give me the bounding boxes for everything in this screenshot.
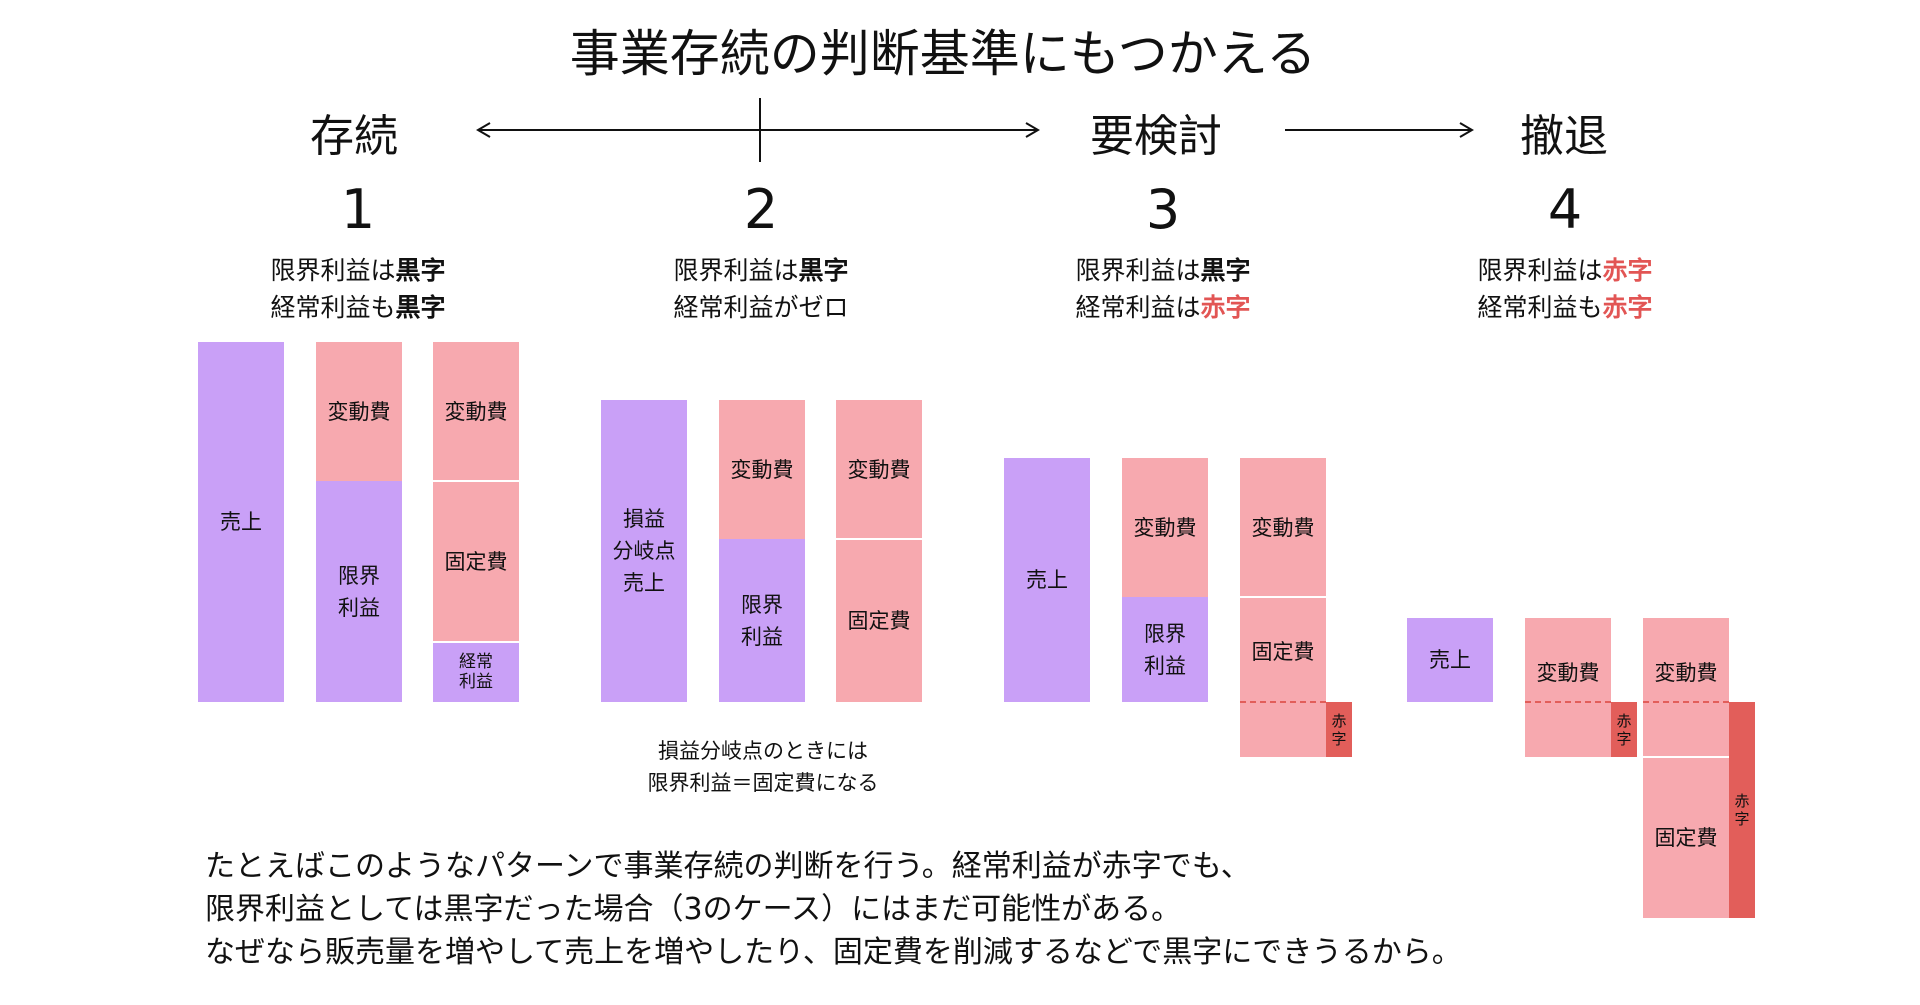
page-title: 事業存続の判断基準にもつかえる: [569, 25, 1317, 83]
case-condition-3: 限界利益は黒字 経常利益は赤字: [1075, 256, 1251, 322]
case-number-1: 1: [340, 178, 376, 241]
case3-variable-cost-block-2: 変動費: [1240, 458, 1326, 597]
case4-fixed-cost-block: 固定費: [1643, 757, 1729, 918]
case-condition-1: 限界利益は黒字 経常利益も黒字: [270, 256, 446, 322]
footer-line-3: なぜなら販売量を増やして売上を増やしたり、固定費を削減するなどで黒字にできうるか…: [205, 935, 1462, 970]
case-condition-2: 限界利益は黒字 経常利益がゼロ: [673, 256, 849, 322]
case-condition-4: 限界利益は赤字 経常利益も赤字: [1477, 256, 1653, 322]
footer-explanation: たとえばこのようなパターンで事業存続の判断を行う。経常利益が赤字でも、 限界利益…: [205, 845, 1705, 974]
case2-marginal-profit-block: 限界 利益: [719, 539, 805, 702]
case1-sales-block: 売上: [198, 342, 284, 702]
case2-fixed-cost-block: 固定費: [836, 539, 922, 702]
case3-divider: [1240, 596, 1326, 598]
case1-ordinary-profit-block: 経常 利益: [433, 642, 519, 702]
case2-bep-sales-block: 損益 分岐点 売上: [601, 400, 687, 702]
case4-marginal-loss-block: 赤字: [1611, 702, 1637, 757]
case2-note: 損益分岐点のときには 限界利益＝固定費になる: [647, 739, 879, 795]
case4-variable-cost-block: 変動費: [1525, 618, 1611, 757]
case4-variable-cost-block-2: 変動費: [1643, 618, 1729, 757]
scale-label-review: 要検討: [1090, 111, 1222, 162]
case-number-4: 4: [1547, 178, 1583, 241]
case4-sales-level-dash-2: [1643, 701, 1729, 703]
case3-fixed-cost-block: 固定費: [1240, 597, 1326, 757]
case1-divider: [433, 480, 519, 482]
case3-sales-level-dash: [1240, 701, 1326, 703]
case-number-3: 3: [1145, 178, 1181, 241]
case1-fixed-cost-block: 固定費: [433, 481, 519, 642]
case-number-2: 2: [743, 178, 779, 241]
case2-variable-cost-block: 変動費: [719, 400, 805, 539]
scale-label-continue: 存続: [310, 111, 398, 162]
footer-line-1: たとえばこのようなパターンで事業存続の判断を行う。経常利益が赤字でも、: [205, 849, 1251, 884]
arrow-head-withdraw: [1459, 122, 1474, 138]
scale-label-withdraw: 撤退: [1520, 111, 1608, 162]
case4-ordinary-loss-block: 赤字: [1729, 702, 1755, 918]
decision-scale-arrows: [476, 98, 1474, 162]
case3-sales-block: 売上: [1004, 458, 1090, 702]
footer-line-2: 限界利益としては黒字だった場合（3のケース）にはまだ可能性がある。: [205, 892, 1182, 927]
case4-sales-block: 売上: [1407, 618, 1493, 702]
case1-variable-cost-block-2: 変動費: [433, 342, 519, 481]
case1-divider-2: [433, 641, 519, 643]
case3-loss-block: 赤字: [1326, 702, 1352, 757]
case3-variable-cost-block: 変動費: [1122, 458, 1208, 597]
case3-marginal-profit-block: 限界 利益: [1122, 597, 1208, 702]
case1-variable-cost-block: 変動費: [316, 342, 402, 481]
case2-variable-cost-block-2: 変動費: [836, 400, 922, 539]
arrow-head-right: [1025, 122, 1040, 138]
case1-marginal-profit-block: 限界 利益: [316, 481, 402, 702]
arrow-head-left: [476, 122, 491, 138]
case4-divider: [1643, 756, 1729, 758]
case4-sales-level-dash: [1525, 701, 1611, 703]
case2-divider: [836, 538, 922, 540]
